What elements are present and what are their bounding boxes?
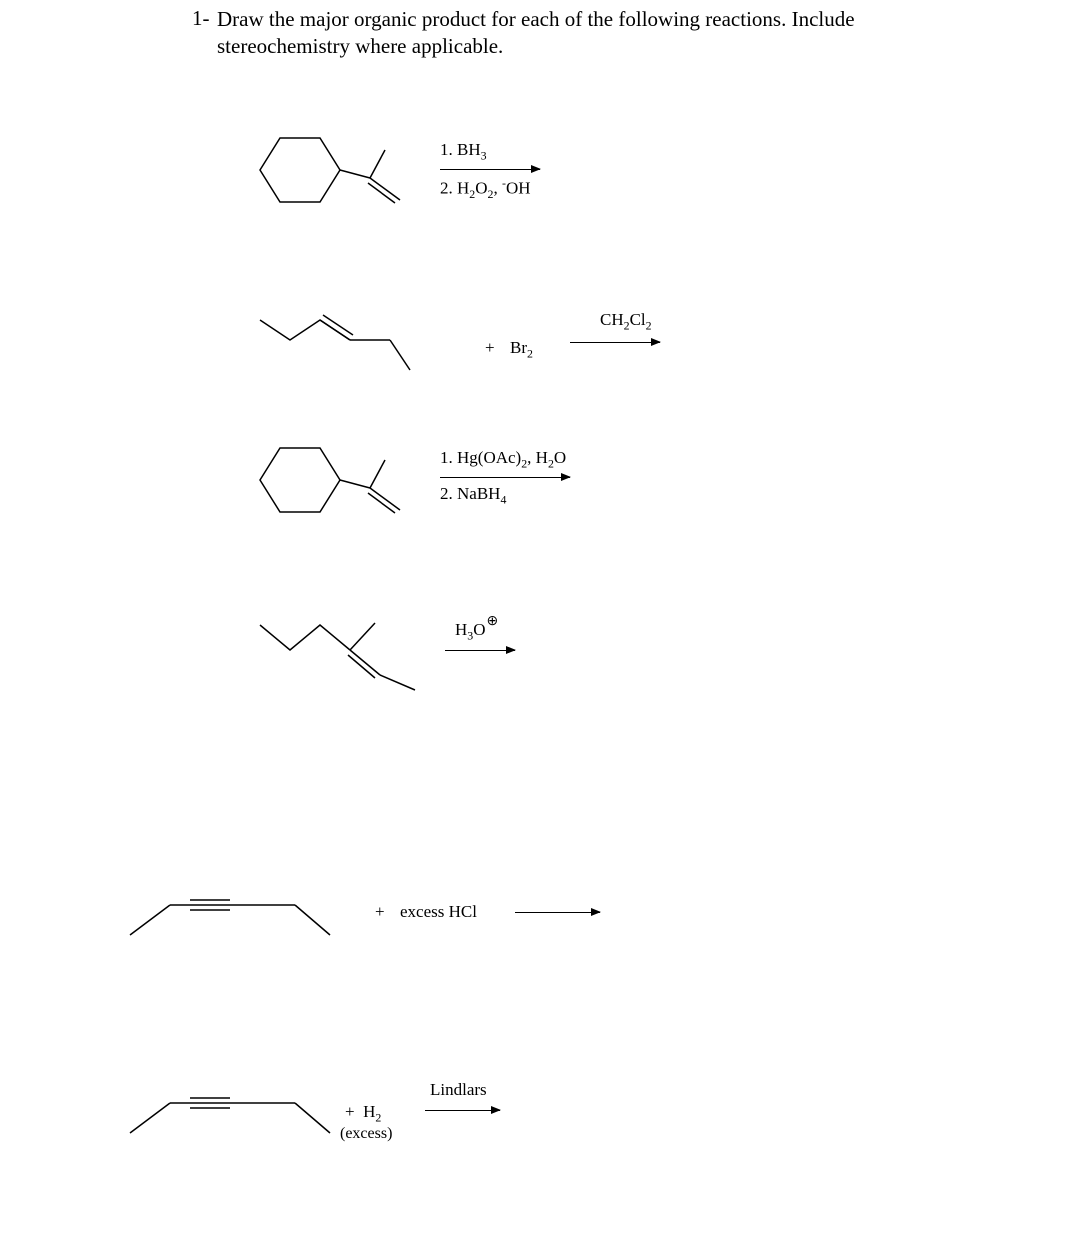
structure-2 — [250, 300, 430, 380]
reaction-5: + excess HCl — [120, 880, 720, 960]
reaction-4: H3O⊕ — [250, 595, 750, 715]
reaction-1: 1. BH3 2. H2O2, -OH — [250, 120, 750, 240]
reaction-6-arrow — [425, 1110, 500, 1111]
reaction-5-reagent: excess HCl — [400, 902, 477, 922]
reaction-4-h3o: H3O — [455, 620, 486, 639]
structure-4 — [250, 595, 430, 705]
structure-6 — [120, 1078, 340, 1148]
reaction-2-plus: + — [485, 338, 495, 358]
reaction-1-reagent-bottom: 2. H2O2, -OH — [440, 176, 540, 202]
reaction-2-br2: Br2 — [510, 338, 533, 361]
reaction-3-reagent-bottom: 2. NaBH4 — [440, 484, 570, 507]
reaction-5-arrow — [515, 912, 600, 913]
reaction-2-arrow — [570, 342, 660, 343]
question-number: 1- — [192, 6, 210, 31]
reaction-6: + H2 (excess) Lindlars — [120, 1070, 720, 1170]
reaction-6-catalyst: Lindlars — [430, 1080, 487, 1100]
reaction-1-arrow — [440, 169, 540, 170]
reaction-2-solvent: CH2Cl2 — [600, 310, 652, 333]
reaction-1-reagent-top: 1. BH3 — [440, 140, 540, 163]
reaction-6-plus: + H2 — [345, 1102, 381, 1125]
structure-1 — [250, 120, 420, 230]
reaction-6-excess: (excess) — [340, 1125, 392, 1143]
reaction-6-h2: H2 — [363, 1102, 381, 1121]
question-text: Draw the major organic product for each … — [217, 6, 877, 61]
page: 1- Draw the major organic product for ea… — [0, 0, 1080, 1250]
reaction-3-arrow — [440, 477, 570, 478]
reaction-2: + Br2 CH2Cl2 — [250, 300, 800, 400]
reaction-4-arrow — [445, 650, 515, 651]
reaction-3: 1. Hg(OAc)2, H2O 2. NaBH4 — [250, 430, 750, 550]
reaction-4-charge: ⊕ — [487, 614, 499, 629]
structure-3 — [250, 430, 420, 540]
structure-5 — [120, 880, 340, 950]
reaction-3-reagent-top: 1. Hg(OAc)2, H2O — [440, 448, 570, 471]
reaction-5-plus: + — [375, 902, 385, 922]
